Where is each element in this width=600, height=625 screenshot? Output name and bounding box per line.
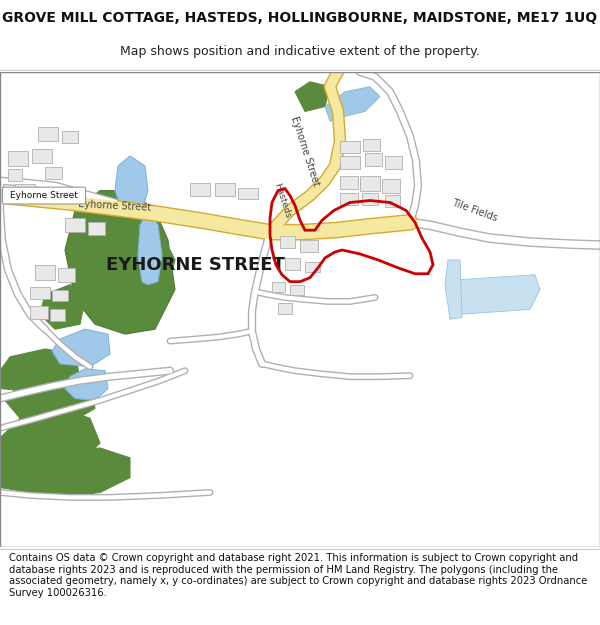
Polygon shape — [30, 306, 48, 319]
Polygon shape — [0, 349, 80, 394]
Text: Eyhorne Street: Eyhorne Street — [10, 191, 78, 200]
Polygon shape — [62, 131, 78, 143]
Polygon shape — [148, 240, 175, 289]
Text: Map shows position and indicative extent of the property.: Map shows position and indicative extent… — [120, 45, 480, 58]
Polygon shape — [15, 184, 35, 196]
Text: Contains OS data © Crown copyright and database right 2021. This information is : Contains OS data © Crown copyright and d… — [9, 553, 587, 598]
Polygon shape — [58, 268, 75, 282]
Polygon shape — [115, 156, 148, 211]
Polygon shape — [325, 87, 380, 121]
Polygon shape — [382, 179, 400, 192]
Polygon shape — [50, 309, 65, 321]
Polygon shape — [340, 176, 358, 189]
Polygon shape — [215, 182, 235, 196]
Polygon shape — [8, 169, 22, 181]
Polygon shape — [340, 141, 360, 153]
Polygon shape — [30, 287, 50, 299]
Polygon shape — [272, 282, 285, 291]
Text: Hasteds: Hasteds — [272, 182, 292, 219]
Polygon shape — [0, 408, 100, 472]
Text: Tile Fields: Tile Fields — [450, 198, 499, 223]
Polygon shape — [305, 262, 320, 272]
Polygon shape — [445, 260, 462, 319]
Text: EYHORNE STREET: EYHORNE STREET — [106, 256, 284, 274]
Polygon shape — [65, 218, 85, 232]
Polygon shape — [340, 156, 360, 169]
Polygon shape — [238, 188, 258, 199]
Polygon shape — [40, 284, 85, 329]
Text: GROVE MILL COTTAGE, HASTEDS, HOLLINGBOURNE, MAIDSTONE, ME17 1UQ: GROVE MILL COTTAGE, HASTEDS, HOLLINGBOUR… — [2, 11, 598, 25]
Polygon shape — [300, 240, 318, 252]
Polygon shape — [52, 329, 110, 367]
Polygon shape — [285, 258, 300, 270]
Polygon shape — [362, 192, 378, 206]
Polygon shape — [385, 156, 402, 169]
Polygon shape — [280, 236, 295, 248]
Polygon shape — [190, 182, 210, 196]
Polygon shape — [340, 192, 358, 206]
Polygon shape — [360, 176, 380, 191]
Polygon shape — [32, 149, 52, 163]
Polygon shape — [38, 127, 58, 141]
Polygon shape — [5, 374, 95, 423]
Polygon shape — [365, 153, 382, 166]
Polygon shape — [363, 139, 380, 151]
Polygon shape — [138, 211, 162, 284]
Polygon shape — [65, 369, 108, 401]
Polygon shape — [278, 303, 292, 314]
Polygon shape — [290, 284, 304, 294]
Polygon shape — [0, 448, 130, 498]
Polygon shape — [88, 222, 105, 235]
Polygon shape — [295, 82, 330, 111]
Text: Eyhorne Street: Eyhorne Street — [289, 115, 321, 188]
Polygon shape — [65, 191, 175, 334]
Polygon shape — [45, 167, 62, 179]
Polygon shape — [52, 289, 68, 301]
Polygon shape — [35, 265, 55, 280]
Text: Eyhorne Street: Eyhorne Street — [79, 199, 152, 212]
Polygon shape — [450, 275, 540, 314]
Polygon shape — [385, 194, 400, 208]
Polygon shape — [8, 151, 28, 166]
FancyBboxPatch shape — [2, 187, 86, 204]
